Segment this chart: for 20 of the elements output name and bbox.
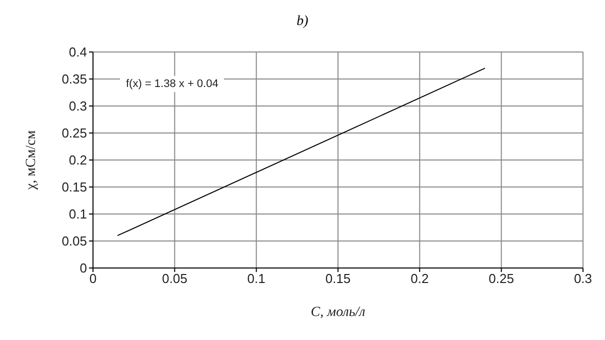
- y-tick-label: 0.4: [68, 44, 87, 60]
- x-tick-label: 0: [89, 271, 97, 286]
- x-axis-title: C, моль/л: [310, 305, 366, 320]
- y-axis-title: χ, мСм/см: [24, 130, 39, 191]
- x-tick-label: 0.3: [574, 271, 592, 286]
- y-tick-label: 0.2: [68, 152, 87, 168]
- y-tick-label: 0.1: [68, 206, 87, 222]
- annotation: f(x) = 1.38 x + 0.04: [120, 76, 224, 92]
- x-tick-label: 0.2: [410, 271, 429, 286]
- x-tick-label: 0.1: [247, 271, 266, 286]
- x-tick-label: 0.15: [325, 271, 351, 286]
- y-tick-label: 0.25: [62, 126, 87, 141]
- chart-title: b): [296, 14, 310, 30]
- x-tick-label: 0.25: [488, 271, 514, 286]
- y-tick-label: 0: [80, 260, 87, 276]
- y-tick-label: 0.05: [62, 234, 87, 249]
- x-tick-label: 0.05: [162, 271, 188, 286]
- y-tick-label: 0.35: [62, 72, 87, 87]
- y-tick-label: 0.15: [62, 180, 87, 195]
- y-tick-label: 0.3: [68, 98, 87, 114]
